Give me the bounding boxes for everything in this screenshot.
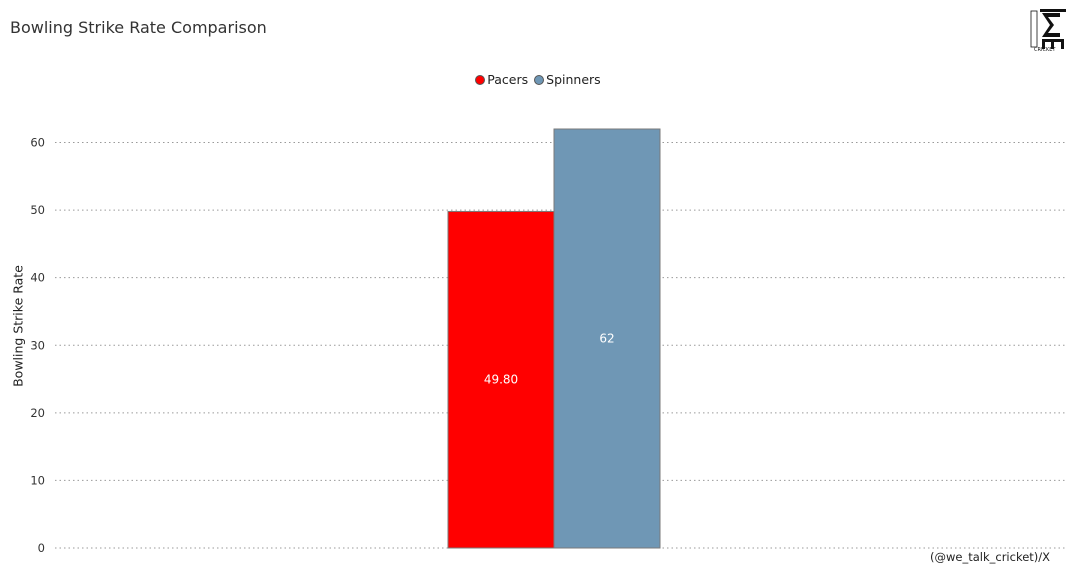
y-tick-label: 60 <box>30 136 45 150</box>
legend-label-pacers: Pacers <box>487 72 529 87</box>
y-tick-label: 20 <box>30 406 45 420</box>
legend-item-spinners[interactable]: Spinners <box>534 72 601 87</box>
data-label-spinners: 62 <box>599 332 614 346</box>
bar-pacers <box>447 210 555 549</box>
legend-swatch-spinners <box>534 74 545 85</box>
y-tick-label: 10 <box>30 473 45 487</box>
y-tick-label: 40 <box>30 271 45 285</box>
bar-spinners <box>553 128 661 549</box>
y-tick-label: 30 <box>30 338 45 352</box>
y-tick-label: 50 <box>30 203 45 217</box>
chart-title: Bowling Strike Rate Comparison <box>10 18 267 37</box>
legend-item-pacers[interactable]: Pacers <box>475 72 528 87</box>
svg-text:CRICKET: CRICKET <box>1034 47 1056 53</box>
brand-logo: CRICKET <box>1030 9 1066 53</box>
y-tick-label: 0 <box>38 541 45 555</box>
legend-label-spinners: Spinners <box>546 72 601 87</box>
data-label-pacers: 49.80 <box>484 373 518 387</box>
legend-swatch-pacers <box>475 74 486 85</box>
credit-text: (@we_talk_cricket)/X <box>930 550 1051 564</box>
legend: Pacers Spinners <box>0 72 1076 87</box>
